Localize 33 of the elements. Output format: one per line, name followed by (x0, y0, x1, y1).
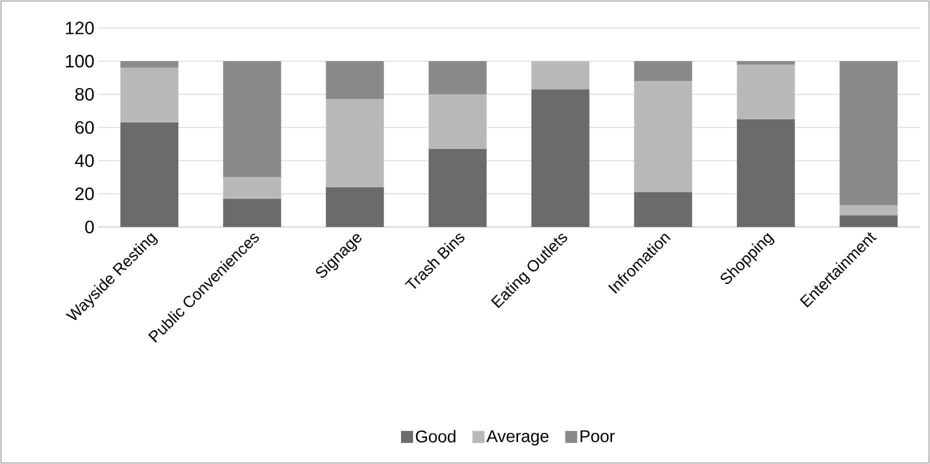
bar (223, 61, 282, 178)
bar (634, 61, 692, 82)
bar (840, 61, 898, 206)
bar (120, 122, 178, 227)
legend-label: Average (486, 430, 548, 446)
bar (634, 81, 692, 192)
bar (840, 215, 898, 227)
bar (428, 61, 487, 94)
bar (428, 94, 487, 150)
bar (736, 61, 795, 64)
y-tick-label: 60 (75, 121, 94, 134)
bar (634, 192, 692, 227)
bar (531, 61, 590, 90)
y-tick-label: 0 (85, 220, 94, 234)
bar (840, 205, 898, 216)
bar (223, 177, 282, 199)
y-tick-label: 120 (66, 22, 94, 34)
bar (326, 61, 384, 100)
bar (326, 99, 384, 188)
bar (736, 64, 795, 120)
y-tick-label: 20 (75, 187, 94, 200)
legend-label: Good (416, 430, 456, 442)
y-tick-label: 100 (66, 54, 94, 68)
bar (326, 187, 384, 227)
bar (223, 198, 282, 227)
bar (531, 89, 590, 227)
y-tick-label: 40 (74, 154, 94, 167)
bar (120, 61, 178, 68)
bar (736, 119, 795, 227)
bar (120, 68, 178, 123)
y-tick-label: 80 (75, 88, 94, 101)
legend-label: Poor (580, 430, 615, 442)
bar (428, 149, 487, 227)
